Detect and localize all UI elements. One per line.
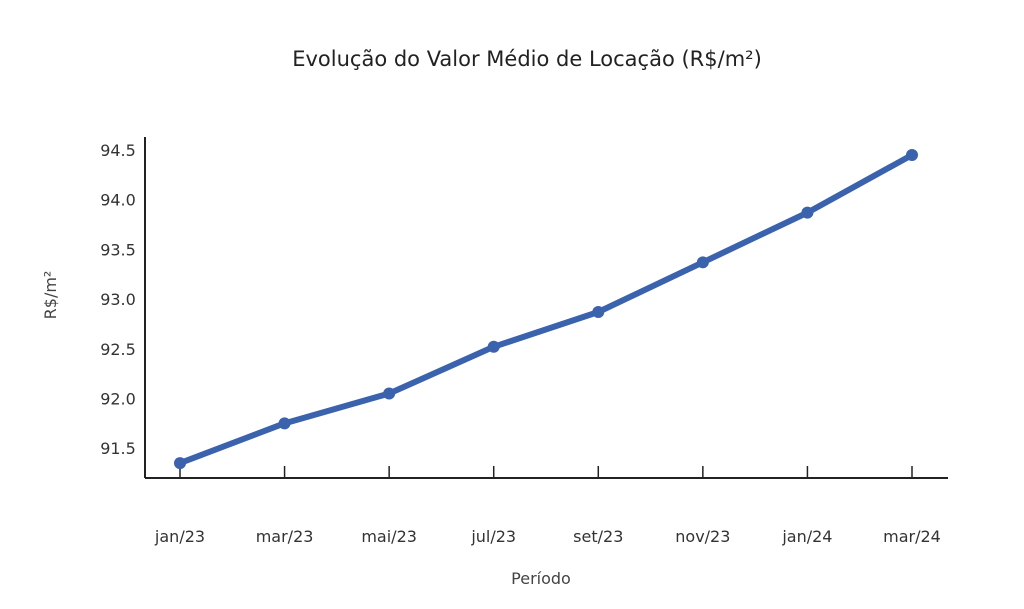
y-tick-label: 92.5 <box>100 340 136 359</box>
y-tick-label: 93.5 <box>100 240 136 259</box>
x-tick-label: jan/24 <box>781 527 832 546</box>
axes <box>144 137 948 479</box>
x-axis-title: Período <box>511 569 571 588</box>
y-tick-label: 94.0 <box>100 191 136 210</box>
y-tick-label: 94.5 <box>100 141 136 160</box>
x-tick-label: nov/23 <box>675 527 730 546</box>
data-point <box>592 306 605 319</box>
data-point <box>383 387 396 400</box>
y-axis-title: R$/m² <box>41 271 60 320</box>
data-point <box>696 256 709 269</box>
data-point <box>278 417 291 430</box>
y-tick-label: 92.0 <box>100 389 136 408</box>
x-tick-label: jan/23 <box>154 527 205 546</box>
y-tick-label: 91.5 <box>100 439 136 458</box>
chart-title: Evolução do Valor Médio de Locação (R$/m… <box>292 47 762 71</box>
x-tick-label: mar/23 <box>256 527 314 546</box>
series-line <box>177 151 915 467</box>
x-tick-label: mar/24 <box>883 527 941 546</box>
data-point <box>174 457 186 470</box>
x-tick-label: mai/23 <box>361 527 417 546</box>
data-point <box>801 206 814 219</box>
x-tick-label: set/23 <box>573 527 623 546</box>
data-point <box>487 340 500 353</box>
x-tick-label: jul/23 <box>470 527 516 546</box>
series-group <box>174 148 918 470</box>
y-tick-label: 93.0 <box>100 290 136 309</box>
x-ticks: jan/23 mar/23 mai/23 jul/23 set/23 nov/23 jan/… <box>154 466 941 546</box>
y-ticks: 91.5 92.0 92.5 93.0 93.5 94.0 94.5 <box>100 141 136 458</box>
data-point <box>906 148 918 161</box>
